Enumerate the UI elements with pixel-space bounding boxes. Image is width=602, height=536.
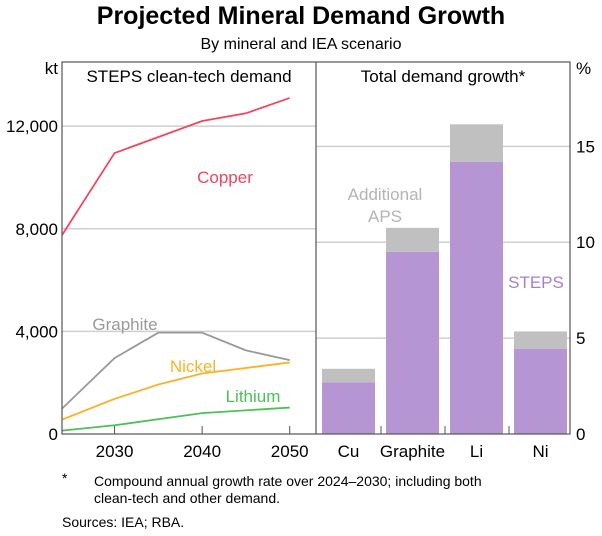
- bar-additional-aps: [450, 124, 503, 162]
- y-tick-label-left: 12,000: [6, 117, 58, 136]
- x-tick-label-right: Graphite: [380, 442, 445, 461]
- chart-title: Projected Mineral Demand Growth: [96, 2, 506, 30]
- line-nickel: [61, 361, 290, 421]
- bar-steps: [514, 348, 567, 434]
- bar-additional-aps: [386, 227, 439, 252]
- series-label-graphite: Graphite: [92, 315, 157, 334]
- bar-steps: [386, 251, 439, 434]
- series-label-lithium: Lithium: [226, 387, 281, 406]
- footnote-line-1: Compound annual growth rate over 2024–20…: [94, 473, 482, 489]
- y-unit-right: %: [576, 59, 591, 78]
- bar-additional-aps: [514, 331, 567, 349]
- x-tick-label-right: Li: [470, 442, 483, 461]
- footnote-marker: *: [62, 470, 68, 486]
- y-tick-label-left: 8,000: [15, 220, 58, 239]
- bar-steps: [322, 382, 375, 434]
- line-graphite: [61, 331, 290, 410]
- bar-steps: [450, 161, 503, 434]
- annotation-steps: STEPS: [508, 273, 564, 292]
- x-tick-label-left: 2030: [96, 442, 134, 461]
- y-tick-label-left: 4,000: [15, 322, 58, 341]
- line-lithium: [61, 406, 290, 432]
- panel-title-right: Total demand growth*: [361, 67, 526, 86]
- series-label-nickel: Nickel: [170, 357, 216, 376]
- x-tick-label-right: Ni: [532, 442, 548, 461]
- line-copper: [61, 97, 291, 236]
- x-tick-label-left: 2050: [271, 442, 309, 461]
- annotation-additional: Additional: [348, 185, 423, 204]
- y-tick-label-left: 0: [49, 425, 58, 444]
- y-unit-left: kt: [45, 59, 59, 78]
- y-tick-label-right: 15: [576, 137, 595, 156]
- y-tick-label-right: 5: [576, 329, 585, 348]
- footnote-line-2: clean-tech and other demand.: [94, 490, 281, 506]
- x-tick-label-right: Cu: [338, 442, 360, 461]
- bar-additional-aps: [322, 368, 375, 383]
- chart-subtitle: By mineral and IEA scenario: [200, 36, 402, 53]
- panel-title-left: STEPS clean-tech demand: [86, 67, 291, 86]
- y-tick-label-right: 10: [576, 233, 595, 252]
- annotation-aps: APS: [368, 207, 402, 226]
- x-tick-label-left: 2040: [183, 442, 221, 461]
- sources: Sources: IEA; RBA.: [62, 514, 185, 530]
- y-tick-label-right: 0: [576, 425, 585, 444]
- series-label-copper: Copper: [197, 168, 253, 187]
